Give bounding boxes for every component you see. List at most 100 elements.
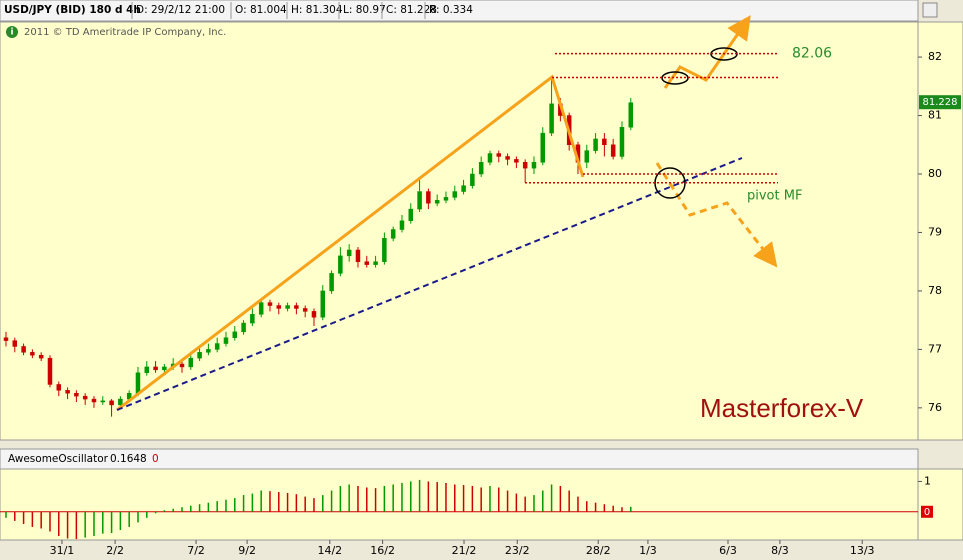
header-info: H: 81.304 — [291, 4, 343, 16]
header-info: D: 29/2/12 21:00 — [136, 4, 225, 16]
candle-body — [602, 138, 607, 146]
candle-body — [47, 357, 53, 385]
info-icon-glyph: i — [10, 28, 13, 38]
last-price-box — [919, 95, 961, 110]
candle-body — [197, 352, 202, 359]
candle-body — [531, 162, 537, 169]
header-info: C: 81.228 — [386, 4, 437, 16]
candle-body — [364, 261, 370, 265]
candle-body — [214, 343, 220, 350]
candle-body — [628, 102, 634, 128]
candle-body — [241, 322, 246, 333]
candle-body — [390, 229, 396, 239]
candle-body — [610, 144, 616, 157]
candle-body — [223, 337, 229, 344]
candle-body — [250, 314, 255, 324]
candle-body — [100, 400, 106, 403]
candle-body — [162, 366, 167, 371]
osc-readout: 0.1648 — [110, 453, 147, 465]
candle-body — [408, 208, 414, 222]
candle-body — [338, 255, 343, 274]
x-tick-label: 8/3 — [771, 544, 789, 557]
x-tick-label: 13/3 — [850, 544, 875, 557]
candle-body — [461, 185, 466, 192]
candle-body — [346, 249, 352, 257]
main-panel — [0, 21, 919, 441]
candle-body — [443, 197, 449, 201]
candle-body — [109, 400, 114, 406]
candle-body — [417, 191, 422, 210]
header-bar — [0, 0, 919, 22]
y-tick-label: 0 — [924, 507, 930, 518]
level-label: 82.06 — [792, 46, 832, 62]
y-tick-label: 79 — [928, 225, 942, 238]
candle-body — [470, 173, 475, 186]
candle-body — [593, 138, 598, 151]
candle-body — [3, 337, 9, 341]
candle-body — [329, 273, 334, 292]
candle-body — [153, 366, 158, 371]
candle-body — [144, 366, 150, 374]
x-tick-label: 28/2 — [586, 544, 611, 557]
candle-body — [118, 398, 123, 406]
osc-readout: 0 — [152, 453, 159, 465]
window-button[interactable] — [922, 2, 938, 18]
drawings — [116, 15, 778, 412]
osc-axis — [917, 468, 963, 541]
candle-body — [320, 290, 326, 318]
candle-body — [619, 126, 625, 157]
y-tick-label: 78 — [928, 284, 942, 297]
x-tick-label: 9/2 — [238, 544, 256, 557]
candle-body — [355, 249, 361, 262]
y-tick-label: 81 — [928, 109, 942, 122]
candle-body — [65, 390, 70, 394]
symbol-title: USD/JPY (BID) 180 d 4h — [4, 4, 141, 16]
osc-panel — [0, 468, 919, 541]
x-tick-label: 14/2 — [317, 544, 342, 557]
candle-body — [267, 302, 273, 306]
candle-body — [584, 150, 590, 163]
last-price-label: 81.228 — [923, 97, 958, 108]
candle-body — [522, 162, 528, 169]
x-tick-label: 21/2 — [452, 544, 477, 557]
x-tick-label: 16/2 — [370, 544, 395, 557]
candle-body — [540, 132, 546, 163]
candle-body — [188, 357, 194, 368]
y-tick-label: 80 — [928, 167, 942, 180]
support-line — [116, 157, 743, 411]
x-tick-label: 2/2 — [106, 544, 124, 557]
candle-body — [21, 346, 26, 353]
bear-arrow — [655, 162, 778, 268]
candle-body — [382, 238, 387, 262]
header-info: O: 81.004 — [235, 4, 287, 16]
info-icon[interactable] — [6, 26, 18, 38]
candle-body — [258, 302, 264, 315]
candle-body — [302, 308, 308, 312]
candle-body — [179, 363, 185, 368]
candle-body — [74, 392, 79, 397]
candle-body — [496, 153, 502, 157]
candle-body — [56, 384, 62, 391]
candle-body — [285, 305, 290, 309]
candle-body — [12, 340, 18, 347]
y-tick-label: 1 — [924, 474, 931, 487]
price-axis — [917, 21, 963, 441]
copyright: 2011 © TD Ameritrade IP Company, Inc. — [24, 27, 226, 38]
x-tick-label: 31/1 — [50, 544, 75, 557]
candle-body — [505, 156, 510, 160]
candle-body — [373, 261, 378, 265]
candle-body — [478, 162, 484, 175]
candle-body — [514, 159, 519, 163]
annotation: pivot MF — [747, 189, 802, 204]
candle-body — [30, 352, 35, 356]
x-tick-label: 6/3 — [719, 544, 737, 557]
candle-body — [232, 331, 238, 338]
header-info: R: 0.334 — [429, 4, 473, 16]
candle-body — [434, 200, 440, 204]
y-tick-label: 76 — [928, 401, 942, 414]
candle-body — [38, 354, 44, 359]
watermark: Masterforex-V — [700, 393, 864, 423]
candle-body — [487, 153, 493, 163]
